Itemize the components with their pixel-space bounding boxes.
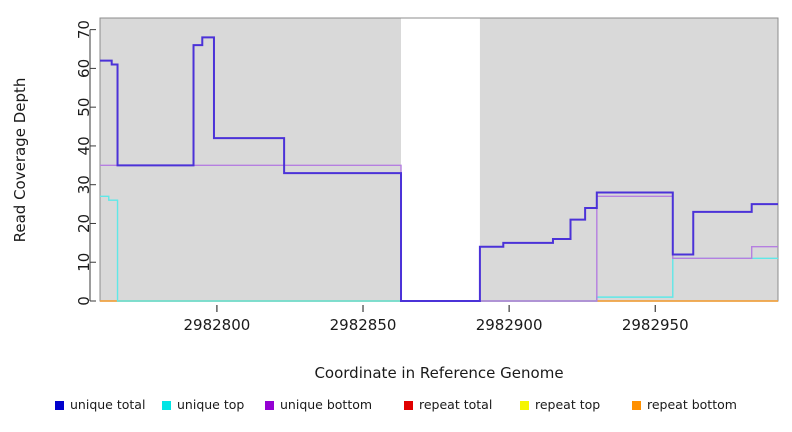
legend-swatch-repeat-total — [404, 401, 413, 410]
x-axis-tick-label-2982850: 2982850 — [330, 316, 397, 334]
no-data-gap-region-0 — [401, 18, 480, 301]
legend-label-unique-bottom: unique bottom — [280, 397, 372, 412]
y-axis-tick-label-30: 30 — [75, 175, 93, 194]
legend-label-repeat-top: repeat top — [535, 397, 600, 412]
legend-label-unique-total: unique total — [70, 397, 145, 412]
y-axis-title: Read Coverage Depth — [11, 78, 29, 243]
x-axis-tick-label-2982900: 2982900 — [476, 316, 543, 334]
x-axis-tick-label-2982950: 2982950 — [622, 316, 689, 334]
legend-swatch-unique-bottom — [265, 401, 274, 410]
y-axis-tick-label-10: 10 — [75, 253, 93, 272]
y-axis-tick-label-70: 70 — [75, 20, 93, 39]
y-axis-tick-label-60: 60 — [75, 59, 93, 78]
legend-swatch-unique-top — [162, 401, 171, 410]
y-axis-tick-label-40: 40 — [75, 136, 93, 155]
y-axis-tick-label-20: 20 — [75, 214, 93, 233]
legend-label-unique-top: unique top — [177, 397, 244, 412]
legend: unique total unique top unique bottom repea… — [55, 397, 737, 412]
x-axis-title: Coordinate in Reference Genome — [314, 364, 563, 382]
series-line-unique-total — [100, 36, 778, 302]
x-axis-tick-label-2982800: 2982800 — [183, 316, 250, 334]
data-series-layer — [100, 36, 778, 302]
legend-swatch-repeat-bottom — [632, 401, 641, 410]
y-axis-tick-label-50: 50 — [75, 98, 93, 117]
legend-swatch-unique-total — [55, 401, 64, 410]
series-line-unique-top — [100, 195, 778, 302]
legend-swatch-repeat-top — [520, 401, 529, 410]
y-axis-tick-label-0: 0 — [75, 296, 93, 306]
legend-label-repeat-total: repeat total — [419, 397, 492, 412]
axis-layer: 0 10 20 30 40 50 60 70 2982800 2982850 2982900 2982… — [75, 20, 689, 334]
legend-label-repeat-bottom: repeat bottom — [647, 397, 737, 412]
gap-region-layer — [401, 18, 480, 301]
